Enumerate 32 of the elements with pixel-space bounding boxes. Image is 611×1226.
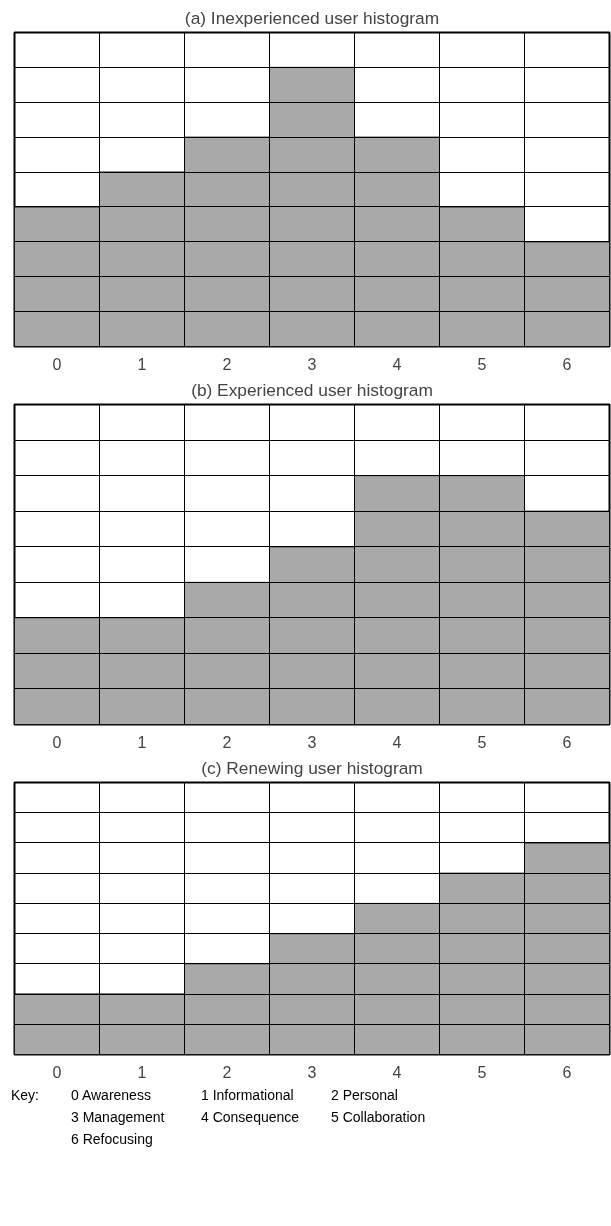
- chart-title: (a) Inexperienced user histogram: [184, 7, 440, 28]
- x-tick-label: 4: [392, 1063, 402, 1081]
- text: Key:: [11, 1086, 40, 1105]
- x-tick-label: 5: [477, 355, 487, 373]
- text: 1 Informational: [201, 1086, 295, 1105]
- x-tick-label: 5: [477, 1063, 487, 1081]
- x-tick-label: 2: [222, 733, 232, 751]
- x-tick-label: 4: [392, 733, 402, 751]
- text: 6 Refocusing: [71, 1130, 154, 1149]
- text: 4 Consequence: [201, 1108, 301, 1127]
- text: 2 Personal: [331, 1086, 399, 1105]
- text: 0 Awareness: [71, 1086, 152, 1105]
- x-tick-label: 2: [222, 1063, 232, 1081]
- x-tick-label: 0: [52, 1063, 62, 1081]
- text: 3 Management: [71, 1108, 166, 1127]
- x-tick-label: 1: [137, 733, 147, 751]
- x-tick-label: 6: [562, 733, 572, 751]
- x-tick-label: 2: [222, 355, 232, 373]
- x-tick-label: 6: [562, 355, 572, 373]
- x-tick-label: 1: [137, 1063, 147, 1081]
- x-tick-label: 0: [52, 355, 62, 373]
- x-tick-label: 0: [52, 733, 62, 751]
- x-tick-label: 1: [137, 355, 147, 373]
- x-tick-label: 3: [307, 355, 317, 373]
- x-tick-label: 3: [307, 733, 317, 751]
- x-tick-label: 6: [562, 1063, 572, 1081]
- x-tick-label: 5: [477, 733, 487, 751]
- text: 5 Collaboration: [331, 1108, 427, 1127]
- chart-title: (b) Experienced user histogram: [191, 379, 433, 400]
- chart-title: (c) Renewing user histogram: [201, 757, 423, 778]
- x-tick-label: 4: [392, 355, 402, 373]
- x-tick-label: 3: [307, 1063, 317, 1081]
